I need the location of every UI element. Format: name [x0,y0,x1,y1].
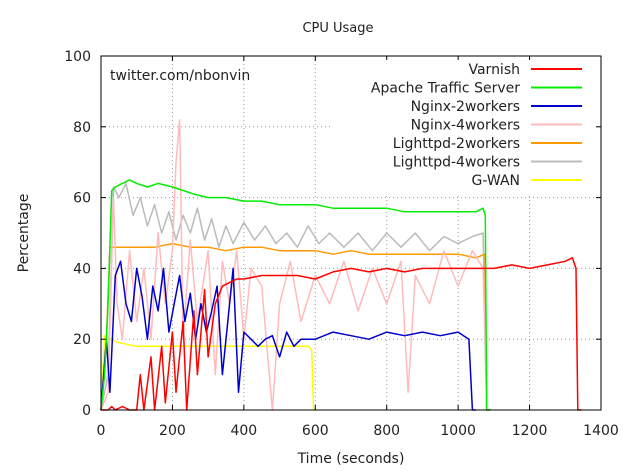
series-line-lighttpd-4workers [100,182,491,411]
legend: Varnish Apache Traffic Server Nginx-2worke… [330,60,596,194]
y-tick-label: 80 [73,120,91,136]
series-line-apache-traffic-server [100,179,491,411]
axis-ticks: 0 200 400 600 800 1000 1200 1400 0 20 40 60 80 100 [64,49,619,439]
chart-title: CPU Usage [302,21,373,36]
y-tick-label: 60 [73,191,91,207]
legend-label: Lighttpd-2workers [393,136,520,152]
y-tick-label: 0 [82,403,91,419]
legend-label: Varnish [468,62,520,78]
x-tick-label: 200 [159,423,186,439]
x-tick-label: 1400 [583,423,619,439]
y-tick-label: 100 [64,49,91,65]
legend-label: Nginx-4workers [411,118,520,134]
x-tick-label: 800 [373,423,400,439]
annotation-text: twitter.com/nbonvin [110,68,250,84]
series-lines [100,118,582,411]
legend-background [330,60,596,194]
legend-label: Nginx-2workers [411,99,520,115]
legend-label: Lighttpd-4workers [393,155,520,171]
x-tick-label: 600 [302,423,329,439]
legend-label: G-WAN [472,173,520,189]
x-axis-label: Time (seconds) [297,451,405,467]
y-tick-label: 40 [73,261,91,277]
plot-frame [100,55,602,411]
series-line-lighttpd-2workers [100,242,491,411]
x-tick-label: 400 [230,423,257,439]
x-tick-label: 0 [97,423,106,439]
y-tick-label: 20 [73,332,91,348]
y-axis-label: Percentage [16,194,32,273]
legend-label: Apache Traffic Server [371,81,520,97]
series-line-nginx-2workers [100,260,476,411]
x-tick-label: 1000 [440,423,476,439]
x-tick-label: 1200 [512,423,548,439]
